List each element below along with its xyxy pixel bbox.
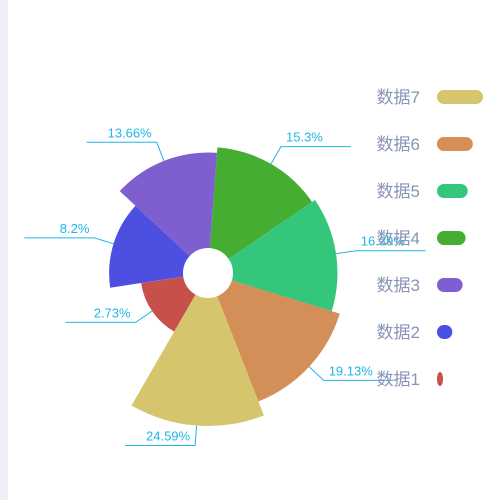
legend[interactable]: 数据7 数据6 数据5 数据4 数据3 数据2 数据1 [377,88,483,389]
leader-line-3 [86,141,165,162]
legend-item-1[interactable]: 数据1 [377,370,443,389]
legend-swatch [437,325,453,339]
legend-label: 数据2 [377,323,420,342]
leader-line-5 [336,250,426,255]
legend-swatch [437,184,468,198]
rose-slice-6[interactable] [208,273,340,402]
leader-line-4 [270,146,351,165]
percent-label-5: 16.39% [361,234,406,249]
rose-slice-3[interactable] [119,152,217,273]
legend-swatch [437,278,463,292]
percent-label-7: 24.59% [146,429,191,444]
legend-label: 数据3 [377,276,420,295]
legend-item-6[interactable]: 数据6 [377,135,473,154]
legend-swatch [437,137,473,151]
leader-lines [24,141,426,446]
legend-label: 数据6 [377,135,420,154]
legend-item-7[interactable]: 数据7 [377,88,483,107]
rose-slice-2[interactable] [109,205,208,288]
percent-label-2: 8.2% [60,221,90,236]
legend-label: 数据1 [377,370,420,389]
leader-line-2 [24,237,114,245]
legend-label: 数据4 [377,229,420,248]
percent-label-1: 2.73% [94,305,131,320]
rose-slice-4[interactable] [208,147,313,273]
rose-slice-7[interactable] [131,273,264,426]
percent-labels: 2.73% 8.2% 13.66% 15.3% 16.39% 19.13% 24.59% [60,125,406,443]
legend-swatch [437,90,483,104]
left-edge-strip [0,0,8,500]
legend-item-4[interactable]: 数据4 [377,229,466,248]
rose-slice-5[interactable] [208,200,338,312]
rose-slices [109,147,340,426]
legend-label: 数据5 [377,182,420,201]
legend-item-2[interactable]: 数据2 [377,323,453,342]
legend-item-5[interactable]: 数据5 [377,182,468,201]
leader-line-6 [308,366,394,381]
percent-label-4: 15.3% [286,130,323,145]
legend-swatch [437,372,443,386]
legend-label: 数据7 [377,88,420,107]
legend-item-3[interactable]: 数据3 [377,276,463,295]
leader-line-1 [65,310,153,323]
legend-swatch [437,231,466,245]
rose-center-hole [183,248,233,298]
percent-label-6: 19.13% [329,363,374,378]
percent-label-3: 13.66% [108,125,153,140]
leader-line-7 [125,425,198,446]
